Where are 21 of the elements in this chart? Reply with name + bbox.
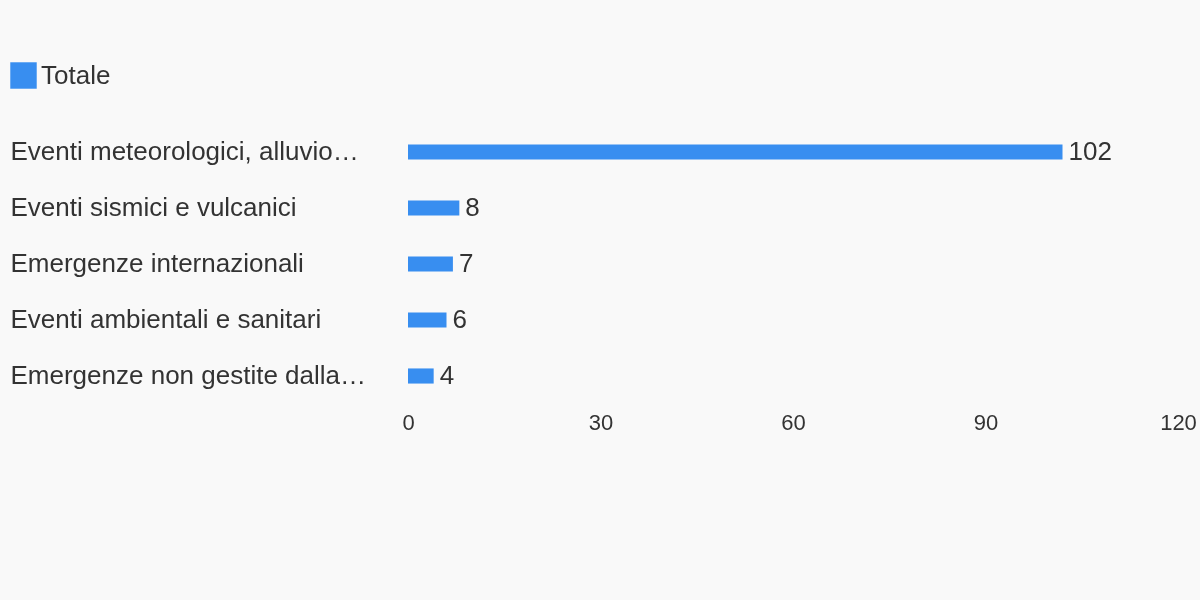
y-tick-label: Emergenze internazionali: [10, 248, 304, 278]
bar: [408, 368, 434, 384]
data-label: 7: [458, 248, 474, 278]
y-tick-label: Emergenze non gestite dalla…: [10, 360, 367, 390]
y-tick-label: Eventi sismici e vulcanici: [10, 192, 297, 222]
bar: [408, 312, 447, 328]
x-tick-label: 60: [781, 409, 806, 435]
x-tick-label: 30: [588, 409, 614, 435]
data-label: 102: [1068, 136, 1112, 166]
y-tick-label: Eventi ambientali e sanitari: [10, 304, 322, 334]
y-tick-label: Eventi meteorologici, alluvio…: [10, 136, 359, 166]
bar: [408, 144, 1063, 160]
x-tick-label: 120: [1160, 409, 1197, 435]
data-label: 6: [452, 304, 467, 334]
bar: [408, 200, 460, 216]
x-tick-label: 0: [402, 409, 415, 435]
bar: [408, 256, 453, 272]
data-label: 4: [439, 360, 455, 390]
x-tick-label: 90: [973, 409, 999, 435]
legend-label: Totale: [41, 59, 111, 90]
data-label: 8: [465, 192, 480, 222]
